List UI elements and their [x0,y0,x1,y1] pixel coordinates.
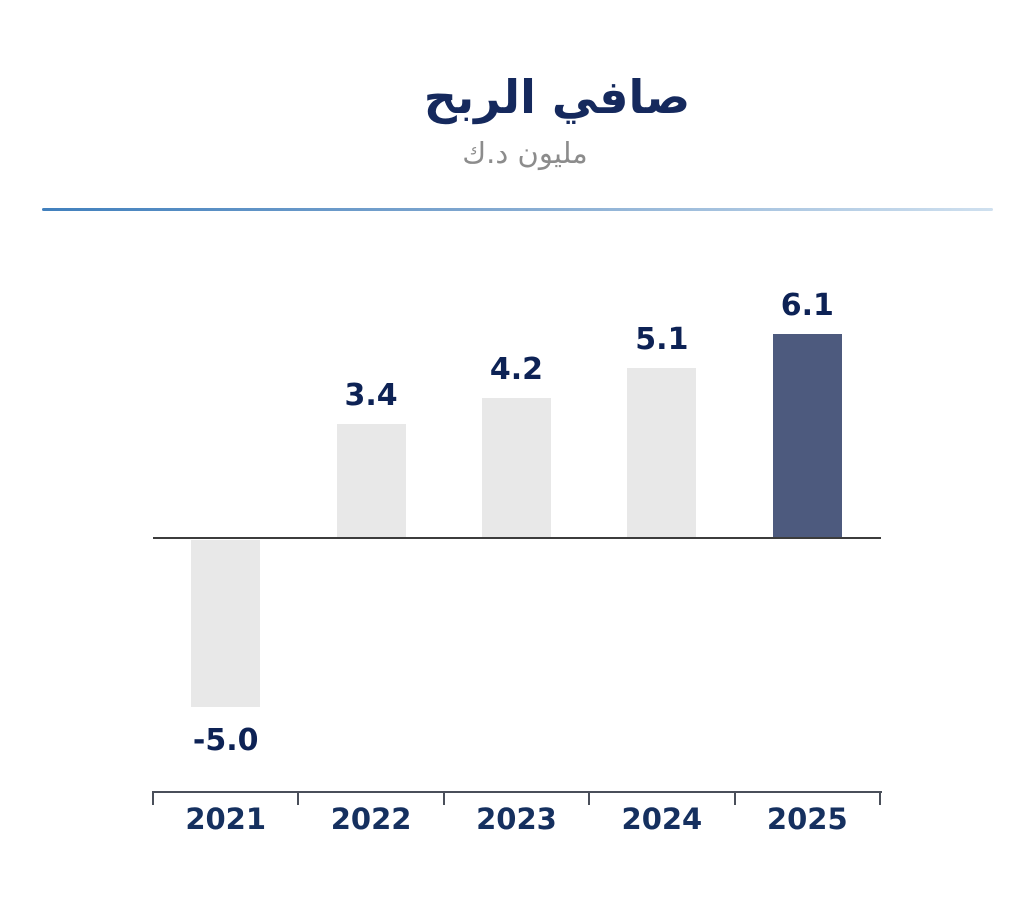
value-label-2023: 4.2 [489,352,544,387]
value-label-2025: 6.1 [780,288,834,323]
x-axis-tick [879,791,881,805]
x-axis-label-2021: 2021 [185,802,267,836]
x-axis-tick [152,791,154,805]
x-axis-label-2023: 2023 [476,802,557,836]
chart-subtitle: مليون د.ك [462,136,588,170]
zero-baseline [153,537,881,539]
title-divider-line [42,208,993,211]
x-axis-tick [588,791,591,805]
bar-2023 [482,398,551,538]
x-axis-label-2022: 2022 [330,802,412,836]
x-axis-line [153,791,882,793]
bar-2024 [627,368,697,538]
chart-title: صافي الربح [423,70,691,124]
value-label-2022: 3.4 [344,378,398,413]
bar-2022 [336,424,406,538]
x-axis-tick [442,791,445,805]
bar-2025 [772,334,842,538]
value-label-2021: -5.0 [192,723,259,758]
value-label-2024: 5.1 [635,322,689,357]
x-axis-tick [297,791,300,805]
x-axis-label-2025: 2025 [766,802,848,836]
x-axis-tick [733,791,736,805]
bar-2021 [191,540,261,707]
x-axis-label-2024: 2024 [621,802,703,836]
